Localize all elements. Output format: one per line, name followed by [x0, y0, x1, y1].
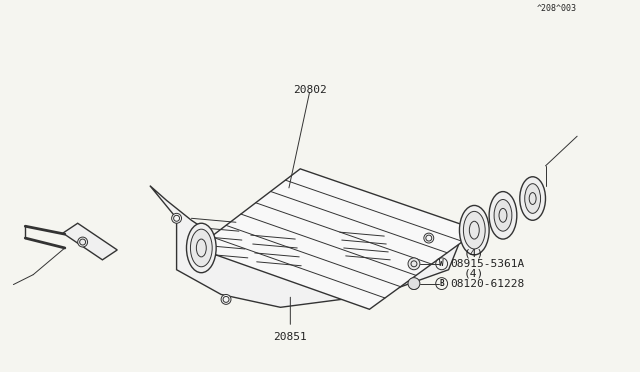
- Polygon shape: [196, 169, 478, 309]
- Ellipse shape: [463, 211, 485, 249]
- Ellipse shape: [489, 192, 517, 239]
- Text: ^208^003: ^208^003: [537, 4, 577, 13]
- Circle shape: [77, 237, 88, 247]
- Text: (4): (4): [463, 269, 484, 279]
- Text: B: B: [439, 279, 444, 288]
- Circle shape: [172, 214, 182, 223]
- Circle shape: [424, 233, 434, 243]
- Ellipse shape: [460, 205, 489, 255]
- Text: W: W: [439, 259, 444, 268]
- Circle shape: [221, 295, 231, 304]
- Ellipse shape: [525, 184, 541, 214]
- Circle shape: [408, 258, 420, 270]
- Ellipse shape: [494, 199, 512, 231]
- Ellipse shape: [520, 177, 545, 220]
- Text: 08915-5361A: 08915-5361A: [451, 259, 525, 269]
- Polygon shape: [150, 186, 458, 307]
- Text: (4): (4): [463, 249, 484, 259]
- Ellipse shape: [186, 223, 216, 273]
- Polygon shape: [63, 223, 117, 260]
- Text: 08120-61228: 08120-61228: [451, 279, 525, 289]
- Text: 20802: 20802: [293, 85, 327, 95]
- Circle shape: [408, 278, 420, 289]
- Ellipse shape: [191, 229, 212, 267]
- Circle shape: [409, 280, 419, 289]
- Text: 20851: 20851: [273, 332, 307, 342]
